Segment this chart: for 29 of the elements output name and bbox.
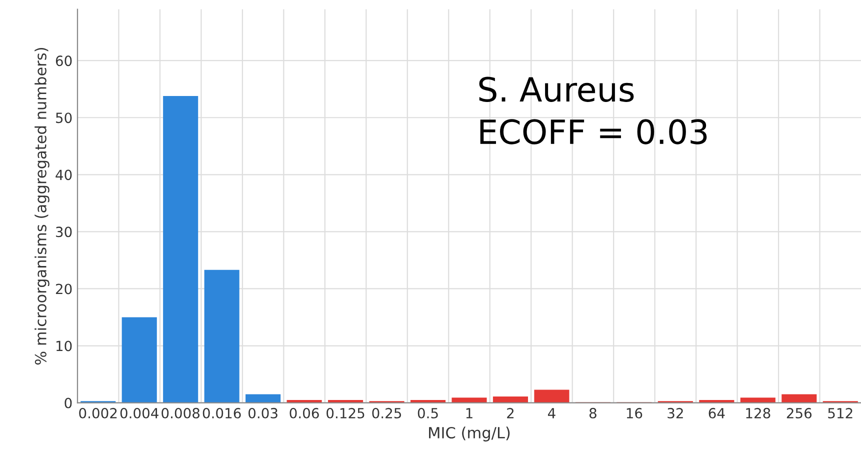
x-tick-label: 8 [589, 408, 596, 418]
x-tick-label: 0.03 [248, 408, 278, 418]
x-tick-label: 256 [786, 408, 812, 418]
x-tick-label: 64 [708, 408, 725, 418]
y-tick-label: 0 [64, 398, 72, 408]
annotation: S. Aureus ECOFF = 0.03 [479, 76, 707, 144]
x-tick-label: 0.002 [79, 408, 117, 418]
y-tick-label: 10 [56, 340, 72, 352]
x-tick-label: 2 [507, 408, 514, 418]
x-tick-label: 4 [548, 408, 556, 418]
y-tick-label: 40 [56, 170, 72, 180]
x-axis-title: MIC (mg/L) [429, 426, 510, 442]
x-tick-label: 0.016 [202, 408, 241, 418]
y-tick-label: 20 [56, 284, 72, 294]
y-axis-title: % microorganisms (aggregated numbers) [34, 48, 50, 365]
y-tick-label: 60 [56, 56, 72, 66]
x-tick-label: 0.125 [326, 408, 364, 418]
x-tick-label: 0.5 [418, 408, 438, 418]
x-tick-label: 0.06 [290, 408, 319, 418]
x-tick-label: 0.25 [372, 408, 402, 418]
x-tick-label: 32 [668, 408, 683, 418]
x-tick-label: 16 [626, 408, 642, 418]
x-tick-label: 512 [828, 408, 852, 418]
x-tick-label: 1 [466, 408, 472, 418]
y-tick-label: 50 [56, 112, 72, 124]
y-tick-label: 30 [56, 226, 72, 238]
x-tick-label: 128 [746, 408, 770, 418]
x-tick-label: 0.004 [120, 408, 158, 418]
x-tick-label: 0.008 [162, 408, 200, 418]
